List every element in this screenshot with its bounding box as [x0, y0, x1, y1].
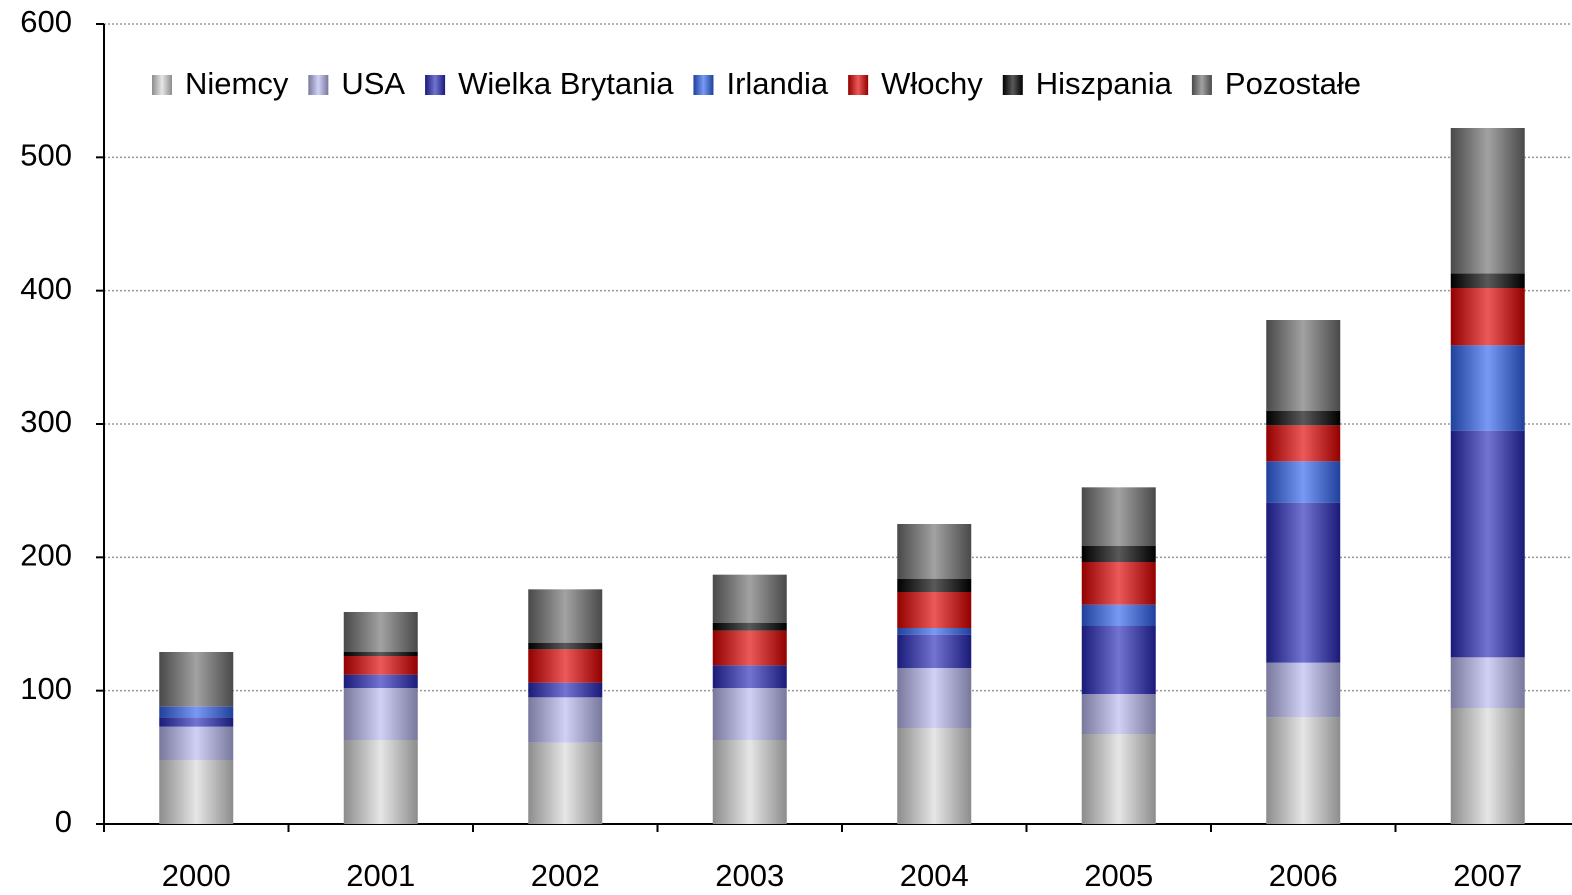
bar-segment: [712, 630, 787, 666]
bar-segment: [897, 728, 972, 824]
bar-segment: [897, 628, 972, 635]
bar-segment: [528, 642, 603, 650]
bar-segment: [159, 717, 234, 727]
bar-segment: [1266, 320, 1341, 411]
bar-segment: [897, 592, 972, 628]
x-tick-label: 2007: [1453, 858, 1522, 893]
x-tick-label: 2000: [162, 858, 231, 893]
bar-segment: [1081, 694, 1156, 734]
legend-swatch: [1191, 75, 1212, 95]
y-tick-label: 0: [55, 804, 72, 839]
y-tick-label: 600: [20, 4, 72, 39]
bar-segment: [1081, 546, 1156, 562]
legend-label: Włochy: [881, 66, 983, 101]
x-tick-label: 2005: [1084, 858, 1153, 893]
bar-segment: [897, 578, 972, 592]
legend-label: Pozostałe: [1225, 66, 1361, 101]
y-tick-label: 500: [20, 138, 72, 173]
bar-segment: [1450, 128, 1525, 274]
legend-label: Hiszpania: [1036, 66, 1173, 101]
bar-segment: [528, 589, 603, 643]
bar-segment: [1081, 604, 1156, 626]
bar-segment: [343, 652, 418, 656]
bar-segment: [897, 634, 972, 668]
y-tick-label: 300: [20, 404, 72, 439]
bar-segment: [1081, 734, 1156, 824]
legend-label: USA: [341, 66, 405, 101]
legend-swatch: [152, 75, 172, 95]
legend-label: Niemcy: [185, 66, 289, 101]
bar-segment: [712, 740, 787, 824]
bar-segment: [1450, 657, 1525, 708]
x-tick-label: 2001: [346, 858, 415, 893]
legend-swatch: [1002, 75, 1023, 95]
x-tick-label: 2003: [715, 858, 784, 893]
bar-segment: [528, 697, 603, 743]
bar-segment: [1266, 425, 1341, 462]
x-tick-label: 2006: [1269, 858, 1338, 893]
y-tick-label: 200: [20, 538, 72, 573]
bar-segment: [712, 688, 787, 740]
bar-segment: [1266, 410, 1341, 426]
legend-swatch: [693, 75, 714, 95]
y-tick-label: 400: [20, 271, 72, 306]
legend-label: Irlandia: [726, 66, 828, 101]
x-tick-label: 2002: [531, 858, 600, 893]
bar-segment: [159, 706, 234, 718]
bar-segment: [528, 682, 603, 698]
bar-segment: [343, 674, 418, 688]
bar-segment: [1266, 461, 1341, 503]
bar-segment: [1266, 662, 1341, 718]
bar-segment: [343, 688, 418, 740]
bar-segment: [528, 649, 603, 683]
bar-segment: [159, 726, 234, 760]
bar-segment: [1450, 345, 1525, 431]
bar-segment: [1266, 717, 1341, 824]
bar-segment: [343, 740, 418, 824]
legend-label: Wielka Brytania: [458, 66, 674, 101]
y-tick-label: 100: [20, 671, 72, 706]
bar-segment: [712, 574, 787, 623]
bar-segment: [1081, 487, 1156, 546]
bar-segment: [1266, 502, 1341, 663]
bar-segment: [897, 524, 972, 579]
bar-segment: [712, 665, 787, 688]
bar-segment: [343, 612, 418, 652]
bar-segment: [343, 656, 418, 675]
bar-segment: [897, 668, 972, 728]
x-tick-label: 2004: [900, 858, 969, 893]
bar-segment: [528, 742, 603, 824]
legend-swatch: [848, 75, 869, 95]
bar-segment: [1081, 562, 1156, 605]
bar-segment: [1450, 708, 1525, 824]
bar-segment: [1081, 626, 1156, 694]
bar-segment: [712, 622, 787, 631]
legend-swatch: [425, 75, 446, 95]
bar-segment: [1450, 430, 1525, 658]
bar-segment: [1450, 273, 1525, 288]
bar-segment: [159, 760, 234, 824]
bar-segment: [1450, 288, 1525, 346]
legend-swatch: [308, 75, 329, 95]
bar-segment: [159, 652, 234, 707]
